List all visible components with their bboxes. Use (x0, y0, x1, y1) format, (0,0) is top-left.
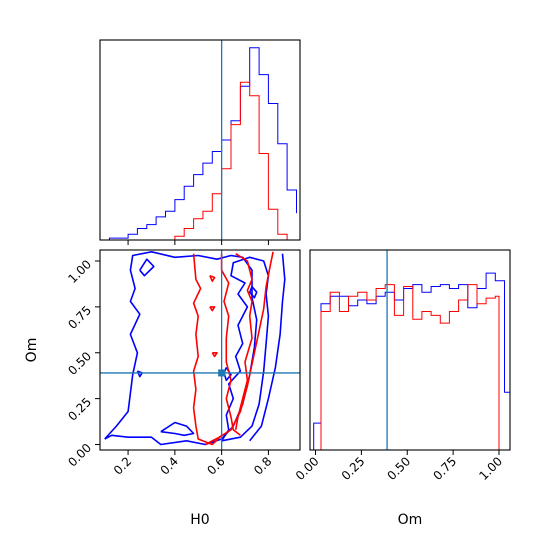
contour-blue-0 (104, 251, 258, 446)
contour-red-12 (209, 306, 216, 312)
contour-red-11 (234, 253, 253, 430)
contour-red-8 (204, 251, 274, 446)
om-x-tick-label: 0.50 (385, 454, 414, 483)
x-axis-label-h0: H0 (190, 512, 209, 528)
h0-x-tick-label: 0.6 (204, 454, 227, 477)
om-y-tick-label: 0.25 (65, 395, 94, 424)
truth-marker (218, 369, 226, 377)
h0-histogram-frame (99, 39, 301, 241)
contour-blue-1 (160, 421, 195, 437)
histogram-panel-h0 (99, 39, 301, 245)
contour-red-14 (209, 274, 216, 283)
om-y-tick-label: 0.00 (65, 441, 94, 470)
contour-panel-h0-om: 0.2 0.4 0.6 0.8 0.00 0.25 0.50 0.75 1.00 (65, 249, 301, 478)
contour-blue-7 (248, 286, 258, 299)
om-histogram-blue (313, 272, 510, 450)
contour-panel-frame (99, 249, 301, 451)
h0-histogram-blue (100, 47, 297, 240)
y-axis-label-om: Om (24, 338, 40, 363)
om-histogram-red (313, 284, 510, 450)
h0-histogram-red (100, 81, 297, 240)
h0-x-tick-label: 0.2 (111, 454, 134, 477)
om-histogram-frame (309, 249, 511, 451)
contour-blue-4 (220, 256, 270, 442)
contour-blue-2 (139, 258, 155, 277)
om-x-tick-label: 0.00 (293, 454, 322, 483)
om-x-tick-label: 0.75 (430, 454, 459, 483)
contour-red-9 (192, 253, 223, 446)
h0-x-tick-label: 0.4 (158, 454, 181, 477)
contour-red-13 (211, 351, 218, 358)
om-y-tick-label: 1.00 (65, 257, 94, 286)
x-axis-label-om: Om (398, 512, 423, 528)
om-y-tick-label: 0.75 (65, 303, 94, 332)
om-x-tick-label: 1.00 (476, 454, 505, 483)
histogram-panel-om: 0.00 0.25 0.50 0.75 1.00 (293, 249, 511, 483)
om-y-tick-label: 0.50 (65, 349, 94, 378)
h0-x-tick-label: 0.8 (251, 454, 274, 477)
contour-blue-3 (136, 370, 143, 378)
om-x-tick-label: 0.25 (339, 454, 368, 483)
contour-red-10 (220, 253, 241, 436)
contour-blue-6 (249, 253, 286, 442)
